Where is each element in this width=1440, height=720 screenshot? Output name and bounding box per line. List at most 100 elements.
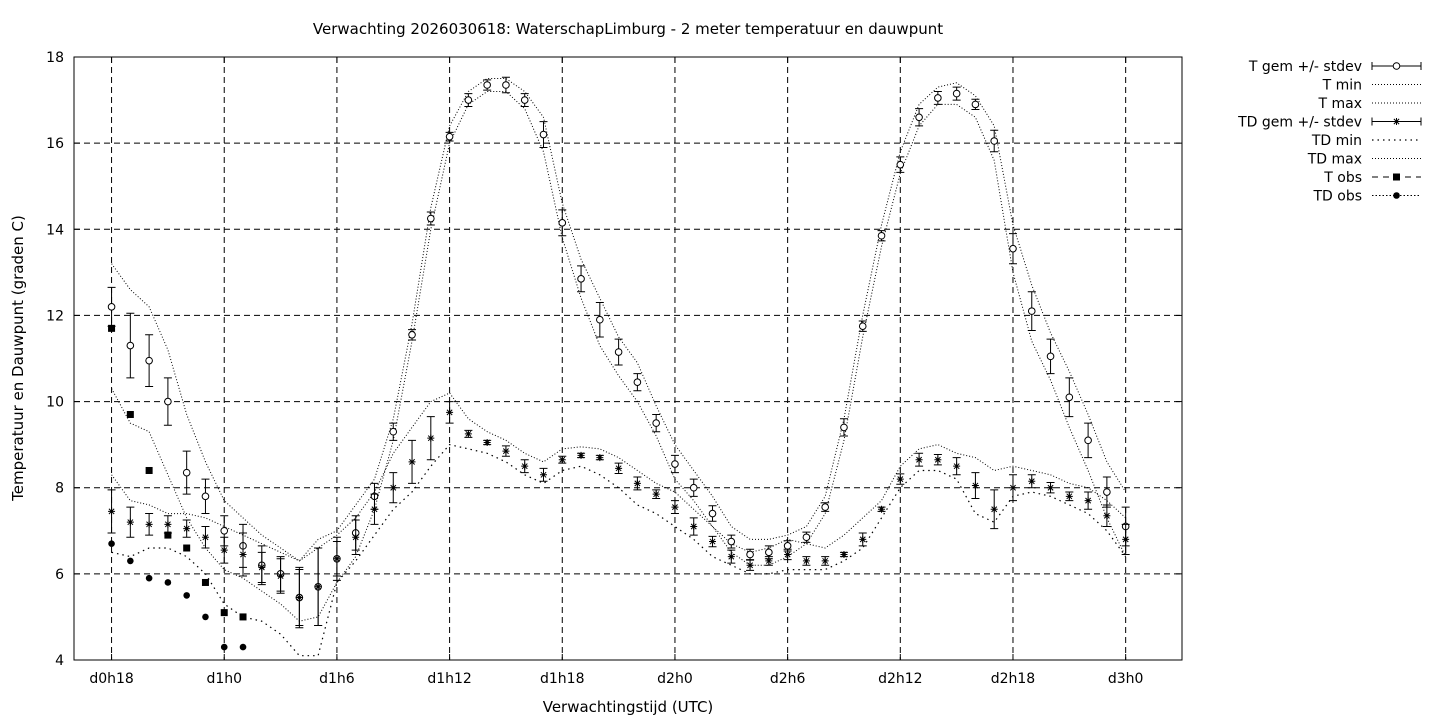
series-td-obs-point xyxy=(220,643,228,651)
series-td-gem-stdev-point xyxy=(633,479,641,487)
y-tick-label: 16 xyxy=(46,136,64,152)
series-td-gem-stdev-point xyxy=(483,438,491,446)
y-tick-label: 18 xyxy=(46,50,64,66)
series-td-gem-stdev-point xyxy=(126,518,134,526)
x-tick-label: d3h0 xyxy=(1108,671,1144,687)
series-lines xyxy=(111,78,1127,657)
series-td-gem-stdev-point xyxy=(934,456,942,464)
legend-label: T max xyxy=(1317,96,1362,112)
series-t-gem-stdev-point xyxy=(145,356,153,365)
series-t-obs-point xyxy=(126,410,134,418)
series-t-gem-stdev-point xyxy=(182,468,191,477)
y-tick-label: 8 xyxy=(55,481,64,497)
series-td-gem-stdev-point xyxy=(145,520,153,528)
series-t-obs-point xyxy=(201,578,209,586)
series-td-obs-point xyxy=(127,557,134,565)
legend-label: T obs xyxy=(1323,170,1362,186)
series-t-gem-stdev-point xyxy=(934,94,942,102)
series-t-gem-stdev-point xyxy=(596,315,604,324)
series-td-gem-stdev-point xyxy=(690,522,698,530)
legend-label: TD min xyxy=(1311,133,1362,149)
series-t-gem-stdev-point xyxy=(558,219,567,227)
series-t-gem-stdev-point xyxy=(126,341,135,350)
series-t-gem-stdev-point xyxy=(614,348,623,356)
series-t-gem-stdev-point xyxy=(520,96,529,104)
series-t-gem-stdev-point xyxy=(896,160,905,169)
x-tick-label: d2h12 xyxy=(878,671,922,687)
series-t-gem-stdev-point xyxy=(652,419,660,427)
series-td-gem-stdev-point xyxy=(577,451,585,459)
series-td-gem-stdev-point xyxy=(821,557,829,565)
y-tick-label: 10 xyxy=(46,395,64,411)
series-td-gem-stdev-point xyxy=(558,456,566,464)
legend: T gem +/- stdev T min T max TD gem +/- stde… xyxy=(1237,59,1422,205)
series-t-gem-stdev-point xyxy=(502,81,510,89)
grid-lines xyxy=(74,57,1182,660)
x-tick-label: d1h0 xyxy=(206,671,242,687)
legend-swatch-marker xyxy=(1393,173,1400,181)
series-t-gem-stdev-point xyxy=(483,81,491,89)
series-td-obs-point xyxy=(108,540,115,548)
series-td-gem-stdev-point xyxy=(746,561,754,569)
x-tick-label: d1h12 xyxy=(427,671,471,687)
series-t-gem-stdev-point xyxy=(1027,307,1036,315)
series-t-gem-stdev-point xyxy=(671,460,679,468)
series-td-gem-stdev-point xyxy=(615,464,623,472)
series-td-obs-point xyxy=(183,592,190,599)
series-t-gem-stdev-point xyxy=(408,331,416,339)
series-td-gem-stdev-point xyxy=(108,507,116,515)
series-td-gem-stdev-point xyxy=(502,447,510,455)
series-t-gem-stdev-point xyxy=(858,322,867,330)
y-tick-label: 4 xyxy=(55,653,64,669)
legend-label: TD max xyxy=(1307,152,1362,168)
series-marks xyxy=(107,76,1130,651)
series-td-obs-point xyxy=(202,613,209,621)
series-td-gem-stdev-point xyxy=(671,503,679,511)
legend-swatch-marker xyxy=(1392,62,1401,70)
series-td-gem-stdev-point xyxy=(164,520,172,528)
chart-title: Verwachting 2026030618: WaterschapLimbur… xyxy=(313,20,943,38)
y-tick-label: 12 xyxy=(46,308,64,324)
series-t-gem-stdev-point xyxy=(689,483,698,492)
series-t-gem-stdev-point xyxy=(539,130,548,139)
series-td-gem-stdev-point xyxy=(1103,512,1111,520)
series-t-gem-stdev-point xyxy=(389,427,398,436)
series-td-gem-stdev-point xyxy=(427,434,435,442)
series-td-gem-stdev-point xyxy=(878,505,886,513)
series-t-gem-stdev-point xyxy=(1046,352,1055,361)
series-t-max-line xyxy=(111,78,1127,562)
series-td-gem-stdev-point xyxy=(727,553,735,561)
series-td-gem-stdev-point xyxy=(539,471,547,479)
series-t-gem-stdev-point xyxy=(990,137,999,145)
series-td-gem-stdev-point xyxy=(953,462,961,470)
series-t-gem-stdev-point xyxy=(633,378,642,386)
series-td-gem-stdev-point xyxy=(915,456,923,464)
y-axis-label: Temperatuur en Dauwpunt (graden C) xyxy=(9,215,27,502)
plot-frame xyxy=(73,56,1183,661)
series-td-gem-stdev-point xyxy=(896,475,904,483)
series-t-gem-stdev-point xyxy=(708,509,717,518)
x-tick-label: d2h18 xyxy=(991,671,1035,687)
series-td-gem-stdev-point xyxy=(1047,484,1055,492)
series-t-gem-stdev-point xyxy=(952,89,961,98)
series-td-obs-point xyxy=(164,579,172,586)
series-td-gem-stdev-point xyxy=(295,594,303,602)
legend-label: TD gem +/- stdev xyxy=(1237,115,1362,131)
series-t-gem-stdev-point xyxy=(577,275,585,283)
series-td-gem-stdev-point xyxy=(370,505,378,513)
legend-swatch-marker xyxy=(1393,192,1400,199)
series-t-gem-stdev-point xyxy=(877,231,886,240)
series-td-gem-stdev-point xyxy=(183,525,191,533)
x-axis-label: Verwachtingstijd (UTC) xyxy=(543,698,714,716)
series-t-obs-point xyxy=(220,609,228,617)
series-t-gem-stdev-point xyxy=(783,542,792,550)
series-td-obs-point xyxy=(239,643,247,651)
series-td-gem-stdev-point xyxy=(314,583,322,591)
series-t-gem-stdev-point xyxy=(464,96,473,104)
series-t-obs-point xyxy=(164,531,172,539)
series-td-gem-stdev-point xyxy=(258,563,266,571)
series-td-gem-stdev-point xyxy=(802,557,810,565)
series-td-min-line xyxy=(111,443,1127,657)
legend-swatch-marker xyxy=(1393,118,1400,125)
